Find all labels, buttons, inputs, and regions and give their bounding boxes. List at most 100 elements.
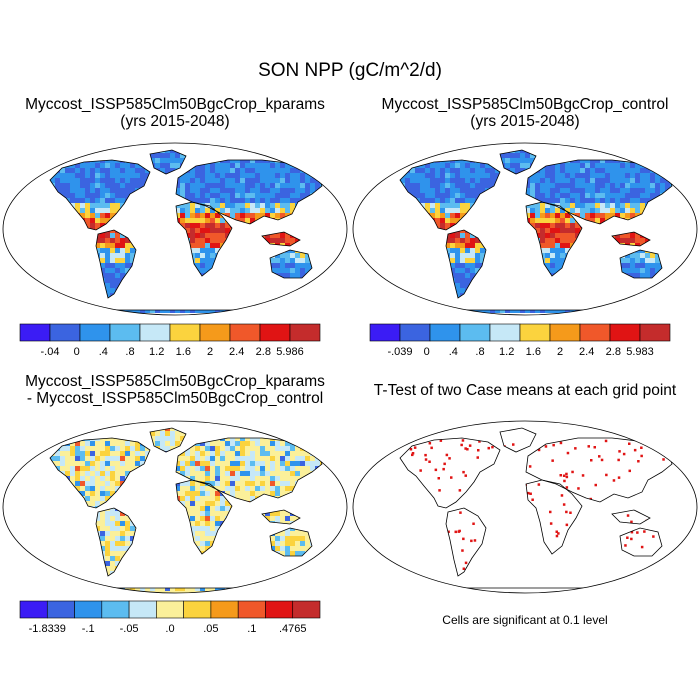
- colorbar1-swatch: [259, 323, 291, 342]
- colorbar3-swatch: [101, 600, 130, 619]
- colorbar3-tick-label: .0: [165, 623, 174, 635]
- colorbar3-swatch: [210, 600, 239, 619]
- colorbar2-swatch: [519, 323, 551, 342]
- colorbar3-swatch: [183, 600, 212, 619]
- colorbar3-swatch: [128, 600, 157, 619]
- coastline-north-america: [399, 159, 501, 231]
- colorbar2-swatch: [399, 323, 431, 342]
- map-panel-difference: [2, 420, 348, 594]
- map-frame: [352, 420, 698, 594]
- colorbar1-tick-label: 1.6: [176, 346, 191, 358]
- coastline-south-america: [445, 229, 487, 299]
- coastline-north-america: [49, 437, 151, 509]
- map-ocean: [353, 421, 697, 593]
- map-panel-ttest: [352, 420, 698, 594]
- map-frame: [2, 420, 348, 594]
- colorbar2-swatch: [579, 323, 611, 342]
- coastline-eurasia: [525, 159, 673, 225]
- coastline-indonesia: [611, 231, 651, 247]
- coastline-south-america: [95, 229, 137, 299]
- colorbar2-tick-label: .4: [449, 346, 458, 358]
- colorbar-difference: -1.8339 -.1 -.05 .0 .05 .1 .4765: [19, 600, 321, 635]
- colorbar1-tick-label: 2.4: [229, 346, 244, 358]
- colorbar3-tick-label: -.1: [82, 623, 95, 635]
- panel4-title: T-Test of two Case means at each grid po…: [373, 382, 677, 399]
- colorbar1-swatch: [109, 323, 141, 342]
- coastline-africa: [525, 479, 583, 555]
- colorbar2-tick-label: 2: [557, 346, 563, 358]
- colorbar1-swatch: [289, 323, 321, 342]
- coastline-south-america: [445, 507, 487, 577]
- main-title: SON NPP (gC/m^2/d): [258, 60, 442, 81]
- colorbar3-tick-label: .05: [203, 623, 218, 635]
- colorbar1-tick-label: 2.8: [256, 346, 271, 358]
- colorbar1-swatch: [49, 323, 81, 342]
- colorbar2-tick-label: 1.2: [499, 346, 514, 358]
- coastline-greenland: [149, 427, 187, 453]
- coastline-eurasia: [175, 159, 323, 225]
- colorbar3-tick-label: .4765: [279, 623, 307, 635]
- colorbar1-tick-label: 2: [207, 346, 213, 358]
- panel1-subtitle: (yrs 2015-2048): [120, 113, 230, 130]
- colorbar3-tick-label: .1: [247, 623, 256, 635]
- coastline-australia: [269, 249, 313, 279]
- coastline-africa: [175, 201, 233, 277]
- colorbar1-swatch: [19, 323, 51, 342]
- colorbar2-tick-label: 0: [424, 346, 430, 358]
- panel3-title: Myccost_ISSP585Clm50BgcCrop_kparams: [25, 373, 325, 390]
- panel2-title: Myccost_ISSP585Clm50BgcCrop_control: [381, 96, 669, 113]
- colorbar2-swatch: [369, 323, 401, 342]
- coastline-antarctica: [85, 587, 265, 593]
- coastline-antarctica: [85, 309, 265, 315]
- coastline-antarctica: [435, 587, 615, 593]
- colorbar1-tick-label: 5.986: [276, 346, 304, 358]
- colorbar1-tick-label: .4: [99, 346, 108, 358]
- coastline-north-america: [49, 159, 151, 231]
- colorbar2-swatch: [429, 323, 461, 342]
- coastline-greenland: [499, 427, 537, 453]
- colorbar1-swatch: [229, 323, 261, 342]
- colorbar2-tick-label: -.039: [387, 346, 412, 358]
- coastline-indonesia: [261, 231, 301, 247]
- coastline-south-america: [95, 507, 137, 577]
- map-panel-kparams: [2, 142, 348, 316]
- colorbar1-swatch: [139, 323, 171, 342]
- coastline-indonesia: [261, 509, 301, 525]
- colorbar3-swatch: [237, 600, 266, 619]
- coastline-indonesia: [611, 509, 651, 525]
- colorbar2-swatch: [609, 323, 641, 342]
- coastline-eurasia: [525, 437, 673, 503]
- colorbar2-swatch: [459, 323, 491, 342]
- colorbar3-swatch: [265, 600, 294, 619]
- colorbar1-swatch: [79, 323, 111, 342]
- coastline-north-america: [399, 437, 501, 509]
- map-frame: [2, 142, 348, 316]
- colorbar1-swatch: [199, 323, 231, 342]
- significance-note: Cells are significant at 0.1 level: [442, 613, 608, 627]
- coastline-eurasia: [175, 437, 323, 503]
- map-panel-control: [352, 142, 698, 316]
- coastline-greenland: [149, 149, 187, 175]
- panel3-subtitle: - Myccost_ISSP585Clm50BgcCrop_control: [26, 390, 324, 407]
- colorbar2-swatch: [639, 323, 671, 342]
- colorbar3-tick-label: -.05: [120, 623, 139, 635]
- coastline-australia: [619, 527, 663, 557]
- colorbar1-swatch: [169, 323, 201, 342]
- colorbar3-swatch: [74, 600, 103, 619]
- panel2-subtitle: (yrs 2015-2048): [470, 113, 580, 130]
- coastline-africa: [175, 479, 233, 555]
- colorbar-kparams: -.04 0 .4 .8 1.2 1.6 2 2.4 2.8 5.986: [19, 323, 321, 358]
- colorbar2-tick-label: 2.8: [606, 346, 621, 358]
- colorbar2-swatch: [489, 323, 521, 342]
- coastline-australia: [269, 527, 313, 557]
- map-frame: [352, 142, 698, 316]
- colorbar1-tick-label: 1.2: [149, 346, 164, 358]
- colorbar2-tick-label: 2.4: [579, 346, 594, 358]
- colorbar2-swatch: [549, 323, 581, 342]
- colorbar3-swatch: [19, 600, 48, 619]
- colorbar3-swatch: [292, 600, 321, 619]
- coastline-africa: [525, 201, 583, 277]
- coastline-australia: [619, 249, 663, 279]
- colorbar1-tick-label: 0: [74, 346, 80, 358]
- colorbar2-tick-label: 1.6: [526, 346, 541, 358]
